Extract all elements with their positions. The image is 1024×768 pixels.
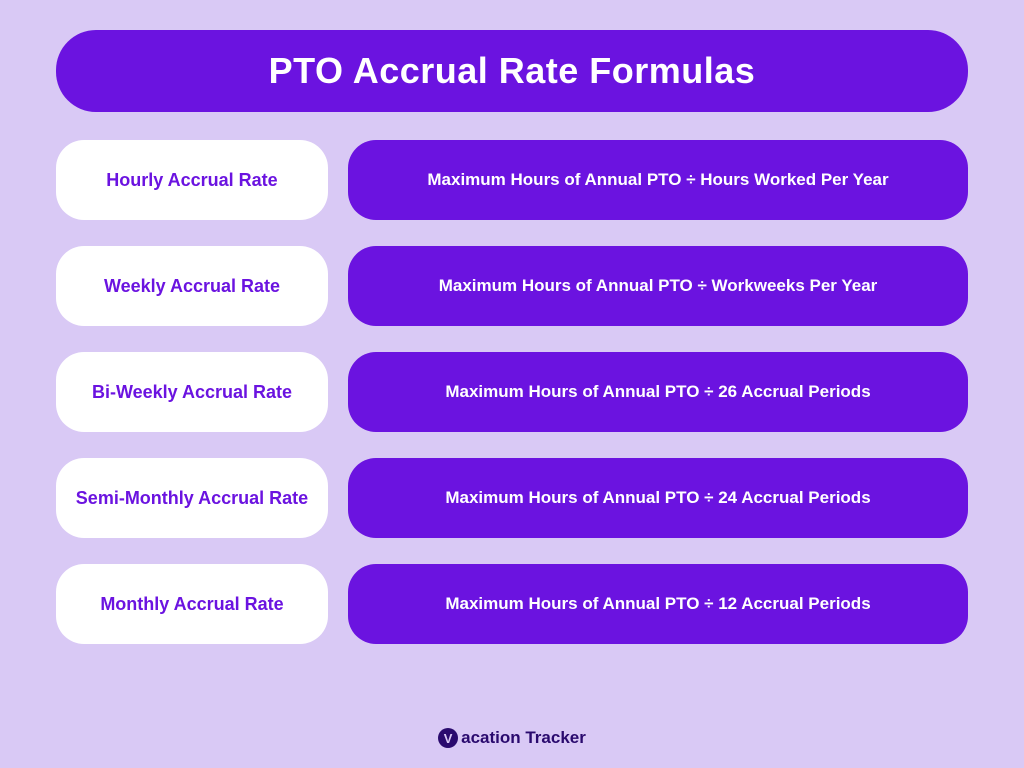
brand-icon: V — [438, 728, 458, 748]
brand-logo: Vacation Tracker — [438, 728, 586, 748]
rate-label: Hourly Accrual Rate — [56, 140, 328, 220]
title-bar: PTO Accrual Rate Formulas — [56, 30, 968, 112]
rate-formula: Maximum Hours of Annual PTO ÷ 24 Accrual… — [348, 458, 968, 538]
rate-formula: Maximum Hours of Annual PTO ÷ 12 Accrual… — [348, 564, 968, 644]
formula-row: Monthly Accrual Rate Maximum Hours of An… — [56, 564, 968, 644]
rate-label: Semi-Monthly Accrual Rate — [56, 458, 328, 538]
rate-label: Monthly Accrual Rate — [56, 564, 328, 644]
formula-rows: Hourly Accrual Rate Maximum Hours of Ann… — [56, 140, 968, 644]
formula-row: Semi-Monthly Accrual Rate Maximum Hours … — [56, 458, 968, 538]
rate-formula: Maximum Hours of Annual PTO ÷ Hours Work… — [348, 140, 968, 220]
rate-label: Weekly Accrual Rate — [56, 246, 328, 326]
footer: Vacation Tracker — [56, 710, 968, 748]
formula-row: Hourly Accrual Rate Maximum Hours of Ann… — [56, 140, 968, 220]
rate-label: Bi-Weekly Accrual Rate — [56, 352, 328, 432]
rate-formula: Maximum Hours of Annual PTO ÷ Workweeks … — [348, 246, 968, 326]
formula-row: Bi-Weekly Accrual Rate Maximum Hours of … — [56, 352, 968, 432]
rate-formula: Maximum Hours of Annual PTO ÷ 26 Accrual… — [348, 352, 968, 432]
brand-name: acation Tracker — [461, 728, 586, 748]
formula-row: Weekly Accrual Rate Maximum Hours of Ann… — [56, 246, 968, 326]
